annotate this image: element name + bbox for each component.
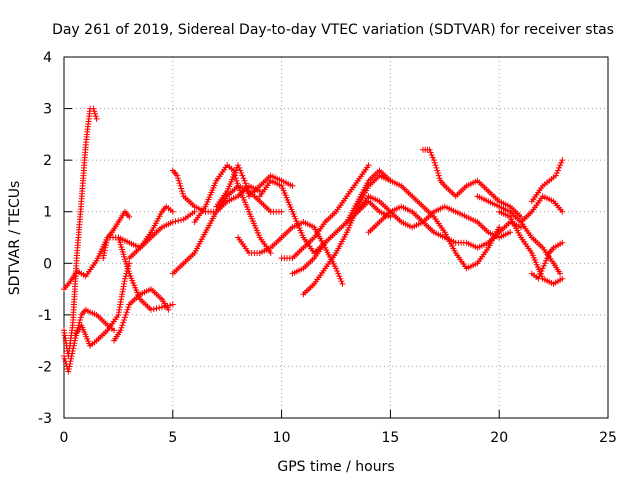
y-axis-label: SDTVAR / TECUs <box>7 181 23 296</box>
series-markers <box>365 203 524 251</box>
plot-frame <box>63 56 609 419</box>
series-markers <box>61 105 100 360</box>
y-tick-label: 2 <box>43 153 52 169</box>
series-markers <box>111 286 172 344</box>
series-track-18 <box>343 167 503 272</box>
grid-lines <box>64 57 608 418</box>
series-track-8 <box>126 203 176 262</box>
series-markers <box>71 260 133 349</box>
series-track-19 <box>354 193 514 241</box>
series-markers <box>474 193 564 277</box>
series-markers <box>213 162 296 210</box>
series-track-6 <box>111 286 172 344</box>
series-track-13 <box>235 219 346 287</box>
series-track-23 <box>496 208 566 287</box>
y-tick-label: 0 <box>43 256 52 272</box>
series-markers <box>518 193 566 225</box>
series-track-24 <box>518 193 566 225</box>
series-markers <box>420 146 524 220</box>
series-markers <box>126 203 176 262</box>
series-track-1 <box>61 105 100 360</box>
x-axis-label: GPS time / hours <box>277 459 394 475</box>
series-track-12 <box>213 162 296 210</box>
series-markers <box>235 219 346 287</box>
x-axis-ticks: 0 5 10 15 20 25 <box>60 410 617 446</box>
y-tick-label: -2 <box>38 359 52 375</box>
x-tick-label: 5 <box>168 430 177 446</box>
series-track-17 <box>300 172 394 298</box>
series-track-5 <box>100 208 133 262</box>
y-tick-label: 4 <box>43 50 52 66</box>
x-tick-label: 0 <box>60 430 69 446</box>
chart-title: Day 261 of 2019, Sidereal Day-to-day VTE… <box>52 22 614 38</box>
y-axis-ticks: -3 -2 -1 0 1 2 3 4 <box>38 50 72 427</box>
series-markers <box>496 208 566 287</box>
series-markers <box>100 208 133 262</box>
series-markers <box>278 162 372 262</box>
series-markers <box>528 239 566 282</box>
y-tick-label: 3 <box>43 102 52 118</box>
x-tick-label: 10 <box>273 430 291 446</box>
series-markers <box>300 172 394 298</box>
series-track-20 <box>365 203 524 251</box>
series-track-25 <box>528 157 566 205</box>
series-track-15 <box>278 162 372 262</box>
y-tick-label: 1 <box>43 205 52 221</box>
series-markers <box>528 157 566 205</box>
x-tick-label: 25 <box>599 430 617 446</box>
data-series <box>61 105 566 375</box>
series-track-26 <box>528 239 566 282</box>
series-track-4 <box>71 260 133 349</box>
y-tick-label: -3 <box>38 411 52 427</box>
series-track-21 <box>420 146 524 220</box>
series-track-22 <box>474 193 564 277</box>
series-markers <box>343 167 503 272</box>
x-tick-label: 20 <box>490 430 508 446</box>
x-tick-label: 15 <box>381 430 399 446</box>
y-tick-label: -1 <box>38 308 52 324</box>
series-track-9 <box>169 167 263 215</box>
